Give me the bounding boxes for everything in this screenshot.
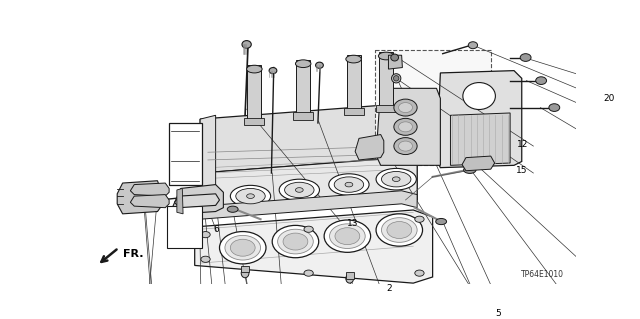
Ellipse shape: [304, 270, 313, 276]
Ellipse shape: [330, 224, 365, 249]
Polygon shape: [388, 55, 403, 69]
Ellipse shape: [230, 239, 255, 256]
Ellipse shape: [463, 83, 495, 109]
Polygon shape: [376, 105, 396, 112]
Polygon shape: [402, 104, 417, 200]
Polygon shape: [374, 50, 491, 165]
Polygon shape: [344, 108, 364, 115]
Ellipse shape: [316, 62, 323, 68]
Ellipse shape: [436, 219, 447, 225]
Polygon shape: [436, 70, 522, 168]
Ellipse shape: [463, 167, 476, 174]
Ellipse shape: [324, 220, 371, 252]
Ellipse shape: [415, 216, 424, 222]
Ellipse shape: [399, 141, 412, 151]
Polygon shape: [200, 104, 402, 173]
Ellipse shape: [394, 76, 399, 81]
Polygon shape: [347, 55, 360, 109]
Ellipse shape: [549, 104, 560, 111]
Polygon shape: [379, 52, 393, 106]
Ellipse shape: [415, 270, 424, 276]
Polygon shape: [244, 118, 264, 125]
Ellipse shape: [279, 179, 319, 201]
Polygon shape: [117, 181, 161, 214]
Polygon shape: [175, 194, 220, 208]
Ellipse shape: [225, 235, 260, 260]
Ellipse shape: [246, 194, 254, 198]
Polygon shape: [173, 185, 223, 214]
Ellipse shape: [392, 177, 400, 182]
Ellipse shape: [345, 182, 353, 187]
Polygon shape: [462, 156, 495, 171]
Polygon shape: [131, 195, 169, 208]
Ellipse shape: [346, 55, 362, 63]
Polygon shape: [248, 65, 261, 119]
Text: 15: 15: [516, 166, 528, 175]
Polygon shape: [376, 88, 440, 165]
Ellipse shape: [376, 214, 422, 246]
Ellipse shape: [246, 65, 262, 73]
Ellipse shape: [394, 118, 417, 135]
Bar: [167, 206, 202, 249]
Polygon shape: [200, 115, 216, 219]
Ellipse shape: [381, 172, 411, 187]
Text: 6: 6: [214, 225, 220, 234]
Polygon shape: [200, 191, 417, 219]
Polygon shape: [451, 113, 510, 165]
Ellipse shape: [201, 232, 210, 238]
Ellipse shape: [399, 103, 412, 113]
Text: 5: 5: [495, 309, 501, 318]
Ellipse shape: [201, 256, 210, 262]
Ellipse shape: [394, 99, 417, 116]
Ellipse shape: [378, 52, 394, 60]
Text: 12: 12: [516, 140, 528, 149]
Ellipse shape: [230, 185, 271, 207]
Ellipse shape: [536, 77, 547, 85]
Bar: [241, 266, 249, 272]
Ellipse shape: [520, 54, 531, 61]
Ellipse shape: [236, 189, 265, 204]
Ellipse shape: [399, 122, 412, 132]
Polygon shape: [293, 112, 313, 120]
Polygon shape: [296, 60, 310, 114]
Text: 20: 20: [603, 94, 614, 103]
Text: 13: 13: [348, 219, 359, 227]
Ellipse shape: [334, 177, 364, 192]
Ellipse shape: [391, 54, 399, 61]
Ellipse shape: [381, 218, 417, 242]
Polygon shape: [195, 210, 433, 283]
Ellipse shape: [296, 60, 311, 68]
Ellipse shape: [227, 206, 238, 212]
Polygon shape: [177, 189, 183, 214]
Polygon shape: [131, 183, 169, 196]
Text: TP64E1010: TP64E1010: [522, 270, 564, 278]
Ellipse shape: [241, 269, 249, 278]
Ellipse shape: [220, 232, 266, 264]
Ellipse shape: [242, 41, 252, 48]
Text: 2: 2: [386, 284, 392, 293]
Polygon shape: [200, 158, 417, 215]
Ellipse shape: [346, 274, 353, 283]
Ellipse shape: [468, 42, 477, 49]
Polygon shape: [200, 158, 417, 215]
Bar: [169, 123, 202, 185]
Ellipse shape: [387, 221, 412, 239]
Ellipse shape: [329, 174, 369, 195]
Ellipse shape: [296, 188, 303, 192]
Ellipse shape: [335, 228, 360, 245]
Polygon shape: [355, 135, 384, 160]
Ellipse shape: [376, 168, 417, 190]
Ellipse shape: [285, 182, 314, 198]
Text: FR.: FR.: [123, 249, 143, 259]
Ellipse shape: [269, 68, 277, 74]
Ellipse shape: [304, 226, 313, 232]
Ellipse shape: [272, 226, 319, 258]
Ellipse shape: [392, 74, 401, 83]
Ellipse shape: [394, 137, 417, 154]
Ellipse shape: [278, 229, 313, 254]
Ellipse shape: [283, 233, 308, 250]
Bar: [346, 272, 353, 278]
